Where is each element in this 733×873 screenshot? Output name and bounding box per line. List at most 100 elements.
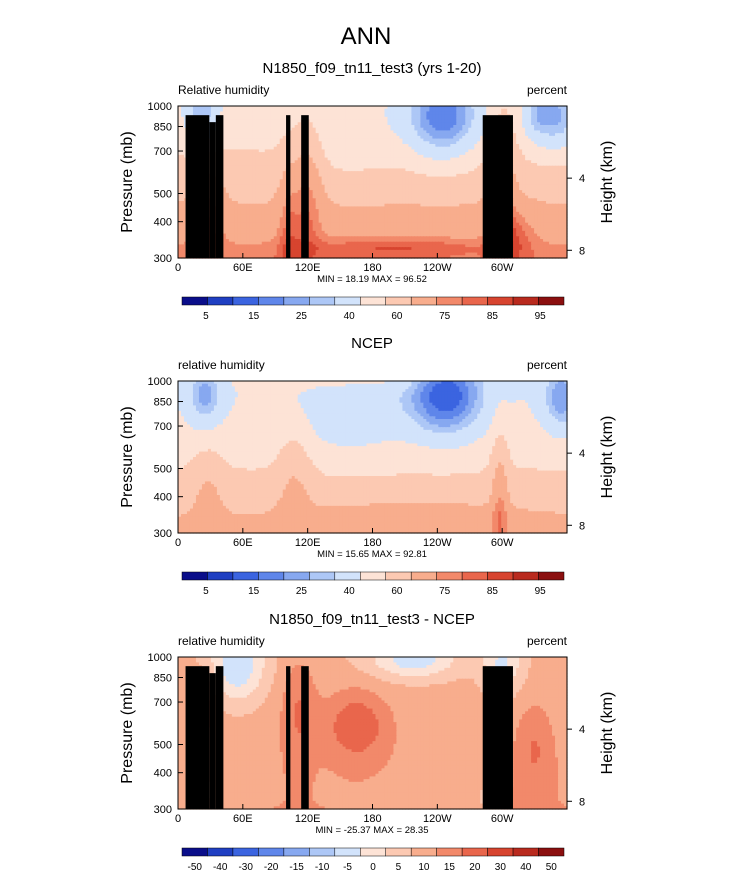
contour-cell [540,106,544,110]
contour-cell [399,111,404,115]
contour-cell [222,116,227,121]
contour-cell [276,130,281,134]
contour-cell [537,108,541,113]
contour-cell [237,119,242,123]
contour-cell [564,111,568,115]
contour-cell [375,125,380,129]
contour-cell [357,114,362,118]
contour-cell [255,116,260,121]
contour-cell [564,116,568,121]
contour-cell [537,130,541,134]
contour-cell [249,135,254,140]
contour-cell [369,146,374,151]
contour-cell [462,127,466,132]
contour-cell [180,144,185,148]
contour-cell [372,130,377,134]
contour-cell [318,146,323,151]
contour-cell [216,111,221,115]
contour-cell [417,108,421,113]
contour-cell [390,119,395,123]
contour-cell [231,111,236,115]
contour-cell [228,135,233,140]
contour-cell [453,122,457,126]
contour-cell [537,106,541,110]
contour-cell [378,116,383,121]
contour-cell [441,141,445,145]
contour-cell [309,111,314,115]
contour-cell [222,119,227,123]
contour-cell [390,138,395,142]
contour-cell [396,138,401,142]
contour-cell [240,144,245,148]
contour-cell [252,116,257,121]
contour-cell [183,106,188,110]
contour-cell [534,144,538,148]
contour-cell [222,108,227,113]
contour-cell [516,108,520,113]
contour-cell [318,114,323,118]
contour-cell [216,106,221,110]
contour-cell [342,138,347,142]
contour-cell [255,125,260,129]
contour-cell [459,125,463,129]
contour-cell [531,135,535,140]
contour-cell [447,144,451,148]
contour-cell [471,144,475,148]
contour-cell [303,111,308,115]
contour-cell [213,116,218,121]
contour-cell [228,111,233,115]
contour-cell [390,108,395,113]
contour-cell [558,122,562,126]
contour-cell [537,111,541,115]
contour-cell [339,127,344,132]
contour-cell [240,130,245,134]
contour-cell [405,133,410,137]
contour-cell [444,116,448,121]
contour-cell [519,133,523,137]
contour-cell [474,116,478,121]
contour-cell [384,144,389,148]
contour-cell [330,141,335,145]
contour-cell [225,106,230,110]
contour-cell [447,106,451,110]
contour-cell [375,111,380,115]
contour-cell [225,116,230,121]
contour-cell [531,144,535,148]
contour-cell [441,111,445,115]
contour-cell [381,135,386,140]
contour-cell [240,127,245,132]
contour-cell [375,138,380,142]
contour-cell [231,130,236,134]
contour-cell [447,122,451,126]
contour-cell [450,133,454,137]
contour-cell [444,125,448,129]
contour-cell [543,122,547,126]
contour-cell [429,106,433,110]
contour-cell [390,114,395,118]
contour-cell [354,106,359,110]
contour-cell [408,116,412,121]
contour-cell [558,111,562,115]
contour-cell [324,122,329,126]
contour-cell [366,106,371,110]
contour-cell [339,133,344,137]
contour-cell [558,119,562,123]
contour-cell [528,119,532,123]
contour-cell [483,106,487,110]
contour-cell [375,135,380,140]
contour-cell [348,108,353,113]
contour-cell [408,108,412,113]
contour-cell [282,108,287,113]
contour-cell [537,133,541,137]
contour-cell [477,127,481,132]
contour-cell [339,138,344,142]
contour-cell [225,146,230,151]
contour-cell [330,127,335,132]
contour-cell [333,130,338,134]
contour-cell [225,127,230,132]
contour-cell [519,127,523,132]
contour-cell [441,133,445,137]
contour-cell [531,116,535,121]
contour-cell [357,135,362,140]
contour-cell [558,144,562,148]
